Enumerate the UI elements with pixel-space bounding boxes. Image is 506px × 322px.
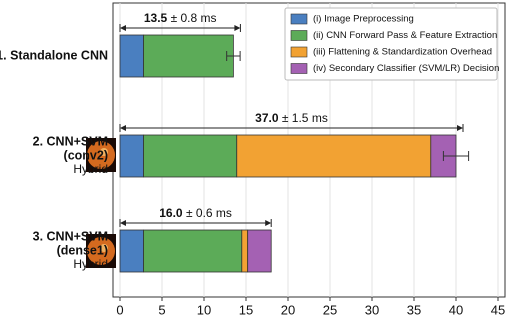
x-tick-label: 10 [197,302,211,317]
annotation-part: ms [216,206,232,220]
legend-swatch [291,64,307,74]
y-tick-label: (conv2) [64,148,108,162]
x-tick-label: 40 [449,302,463,317]
bar-segment [120,230,144,272]
legend-label: (iv) Secondary Classifier (SVM/LR) Decis… [313,63,499,74]
y-tick-label: Hybrid [73,257,108,271]
x-tick-label: 30 [365,302,379,317]
annotation-part: ± [171,11,178,25]
x-tick-label: 5 [158,302,165,317]
bar-segment [144,230,242,272]
annotation: 13.5 ± 0.8 ms [144,11,217,25]
annotation-part: ± [282,111,289,125]
legend-swatch [291,31,307,41]
annotation-part: ms [201,11,217,25]
annotation-part: 37.0 [255,111,279,125]
bar-segment [242,230,248,272]
legend-label: (i) Image Preprocessing [313,14,414,25]
x-tick-label: 25 [323,302,337,317]
annotation-part: 0.8 [181,11,198,25]
x-tick-label: 0 [116,302,123,317]
x-tick-label: 20 [281,302,295,317]
bar-segment [120,35,144,77]
y-tick-label: 3. CNN+SVM [33,229,108,243]
annotation-part: ms [312,111,328,125]
bar-segment [144,135,237,177]
legend-label: (iii) Flattening & Standardization Overh… [313,47,492,58]
y-tick-label: 1. Standalone CNN [0,48,108,62]
annotation: 37.0 ± 1.5 ms [255,111,328,125]
y-tick-label: (dense1) [57,243,108,257]
legend-label: (ii) CNN Forward Pass & Feature Extracti… [313,30,497,41]
x-tick-label: 35 [407,302,421,317]
annotation-part: 13.5 [144,11,168,25]
annotation: 16.0 ± 0.6 ms [159,206,232,220]
legend-swatch [291,14,307,24]
y-tick-label: 2. CNN+SVM [33,134,108,148]
chart: 0 5 10 15 20 25 30 35 40 45 1. Standalone CNN 13.5 … [0,0,506,322]
bar-segment [237,135,431,177]
bar-segment [120,135,144,177]
annotation-part: 1.5 [292,111,309,125]
annotation-part: 16.0 [159,206,183,220]
x-tick-label: 15 [239,302,253,317]
bar-segment [144,35,234,77]
bar-segment [248,230,272,272]
legend-swatch [291,47,307,57]
annotation-part: 0.6 [196,206,213,220]
y-tick-label: Hybrid [73,162,108,176]
x-tick-label: 45 [491,302,505,317]
annotation-part: ± [186,206,193,220]
